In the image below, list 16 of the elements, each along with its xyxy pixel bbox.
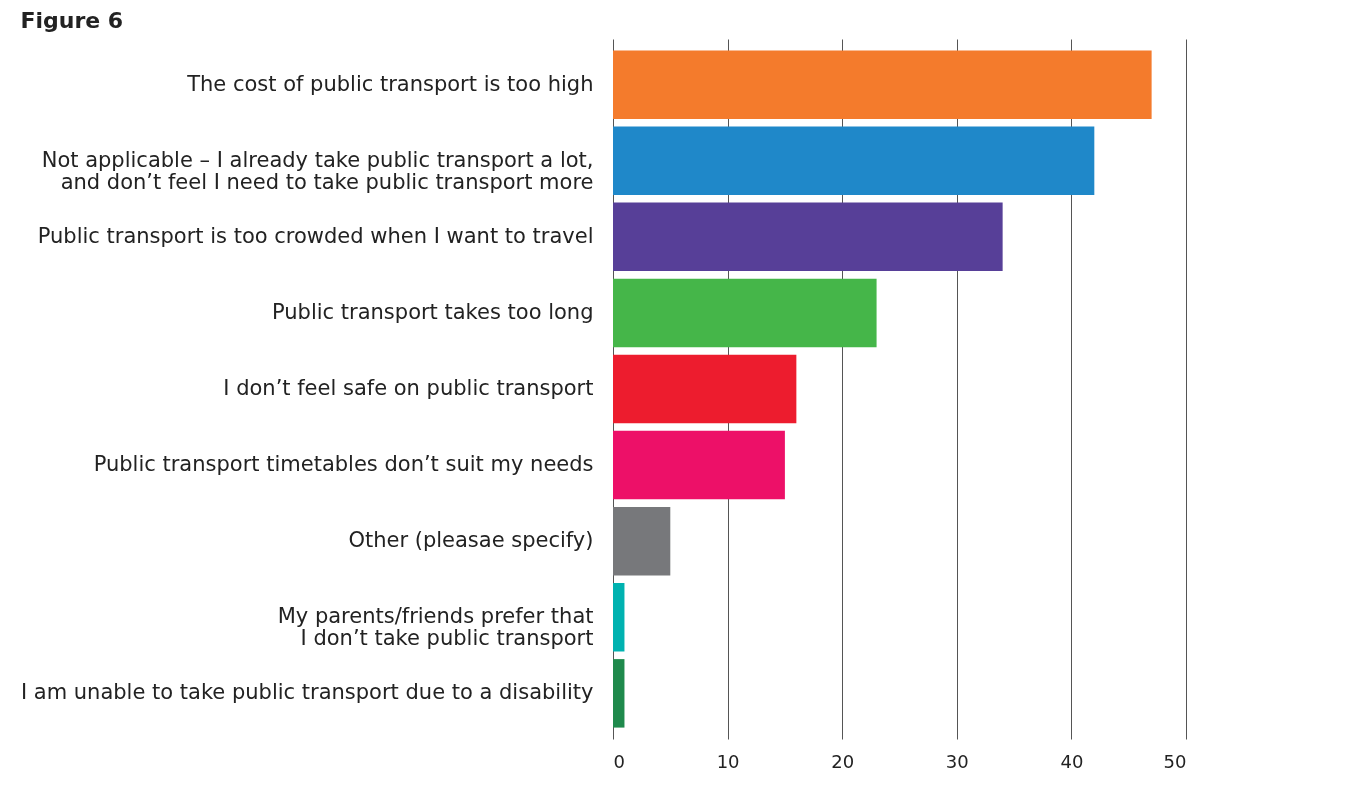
x-tick-label: 0 bbox=[613, 750, 625, 772]
y-tick-label: The cost of public transport is too high bbox=[186, 71, 594, 96]
y-tick-label: I am unable to take public transport due to a disability bbox=[20, 680, 594, 705]
x-tick-label: 20 bbox=[831, 750, 855, 772]
y-tick-label: Other (pleasae specify) bbox=[348, 528, 594, 553]
y-tick-label: Public transport is too crowded when I want to travel bbox=[37, 223, 594, 248]
x-tick-label: 30 bbox=[945, 750, 969, 772]
text: Figure 6 bbox=[20, 8, 124, 33]
y-tick-label: Public transport timetables don’t suit my needs bbox=[93, 452, 594, 477]
x-tick-label: 10 bbox=[716, 750, 740, 772]
y-tick-label: Not applicable – I already take public transport a lot, and don’t feel I need to take public transport more bbox=[41, 147, 594, 194]
y-tick-label: My parents/friends prefer that I don’t take public transport bbox=[277, 604, 594, 651]
x-tick-label: 50 bbox=[1163, 750, 1187, 772]
y-tick-label: Public transport takes too long bbox=[271, 299, 594, 324]
x-tick-label: 40 bbox=[1060, 750, 1084, 772]
y-tick-label: I don’t feel safe on public transport bbox=[223, 376, 594, 400]
